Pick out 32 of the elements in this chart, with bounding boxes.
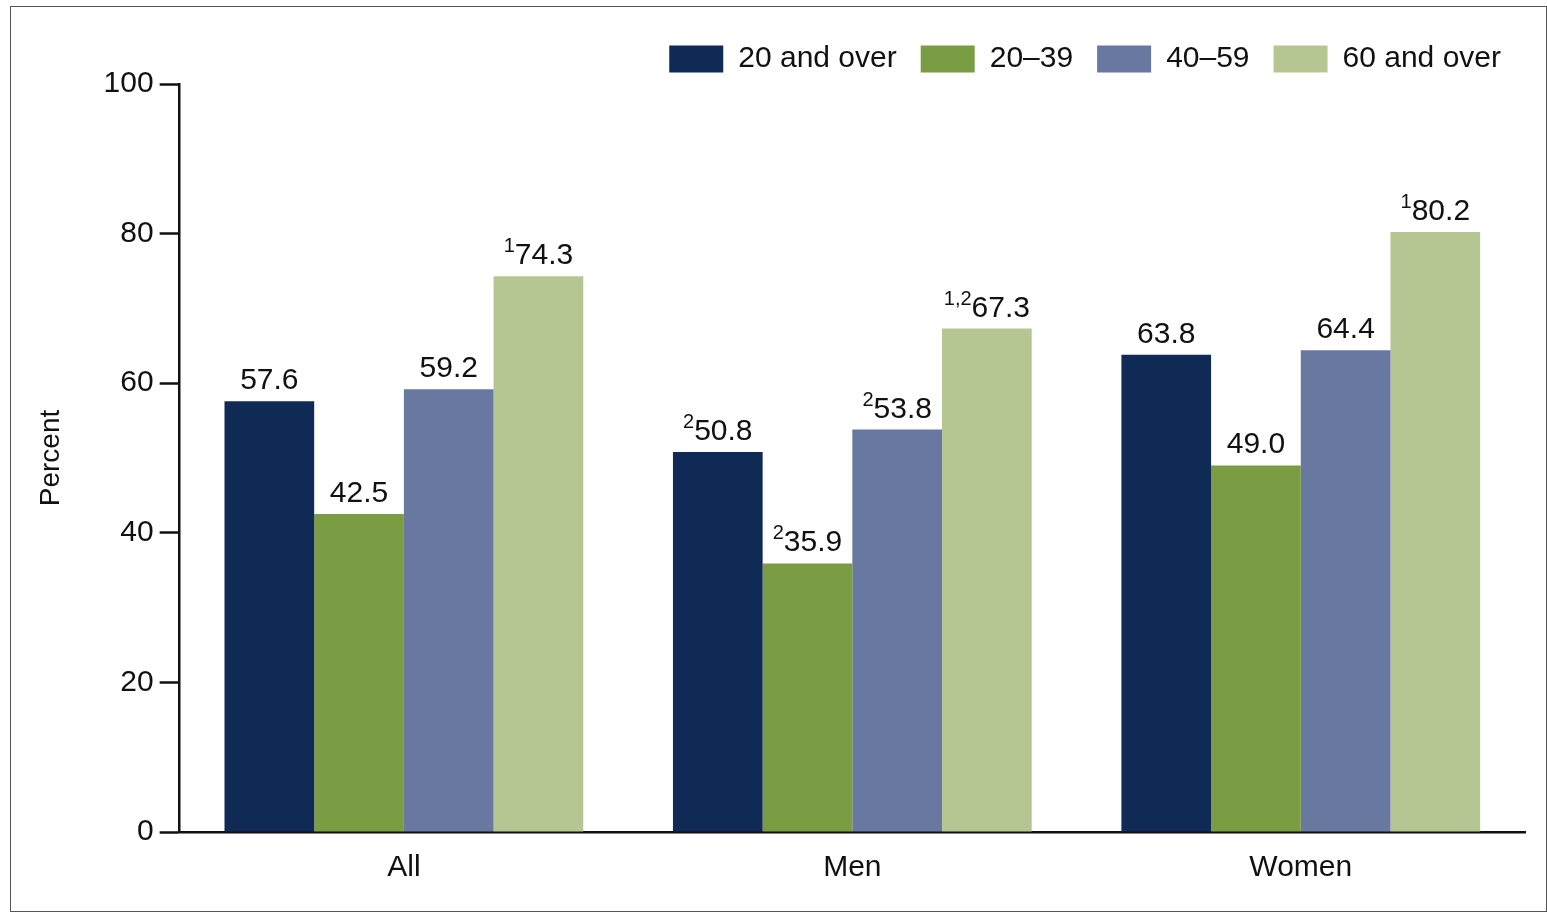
y-tick-label: 60 bbox=[120, 364, 154, 398]
x-tick-label: All bbox=[387, 849, 421, 883]
data-label: 42.5 bbox=[329, 475, 389, 509]
x-tick-label: Men bbox=[823, 849, 882, 883]
bar bbox=[852, 429, 943, 832]
legend-label: 40–59 bbox=[1166, 40, 1250, 74]
legend-label: 20–39 bbox=[989, 40, 1074, 74]
bar bbox=[1121, 354, 1212, 832]
bar bbox=[493, 276, 584, 832]
data-label: 49.0 bbox=[1226, 426, 1286, 460]
bar bbox=[314, 514, 404, 832]
bar bbox=[224, 401, 315, 832]
y-tick-label: 100 bbox=[103, 65, 154, 99]
x-tick-label: Women bbox=[1249, 849, 1353, 883]
bar bbox=[1390, 232, 1481, 832]
bar bbox=[403, 389, 494, 832]
legend-label: 20 and over bbox=[738, 40, 897, 74]
bar bbox=[942, 328, 1032, 832]
legend-label: 60 and over bbox=[1342, 40, 1502, 74]
data-label: 59.2 bbox=[419, 350, 478, 384]
y-axis-title: Percent bbox=[33, 409, 65, 507]
y-tick-label: 20 bbox=[120, 663, 154, 697]
data-label: 64.4 bbox=[1316, 311, 1375, 345]
y-tick-label: 40 bbox=[120, 514, 154, 548]
y-tick-label: 80 bbox=[120, 214, 154, 248]
bar bbox=[1300, 350, 1391, 832]
data-label: 57.6 bbox=[240, 362, 299, 396]
bar bbox=[1211, 465, 1301, 832]
bar bbox=[762, 563, 853, 832]
y-tick-label: 0 bbox=[136, 813, 154, 847]
bar bbox=[672, 452, 763, 832]
data-label: 63.8 bbox=[1137, 315, 1196, 349]
